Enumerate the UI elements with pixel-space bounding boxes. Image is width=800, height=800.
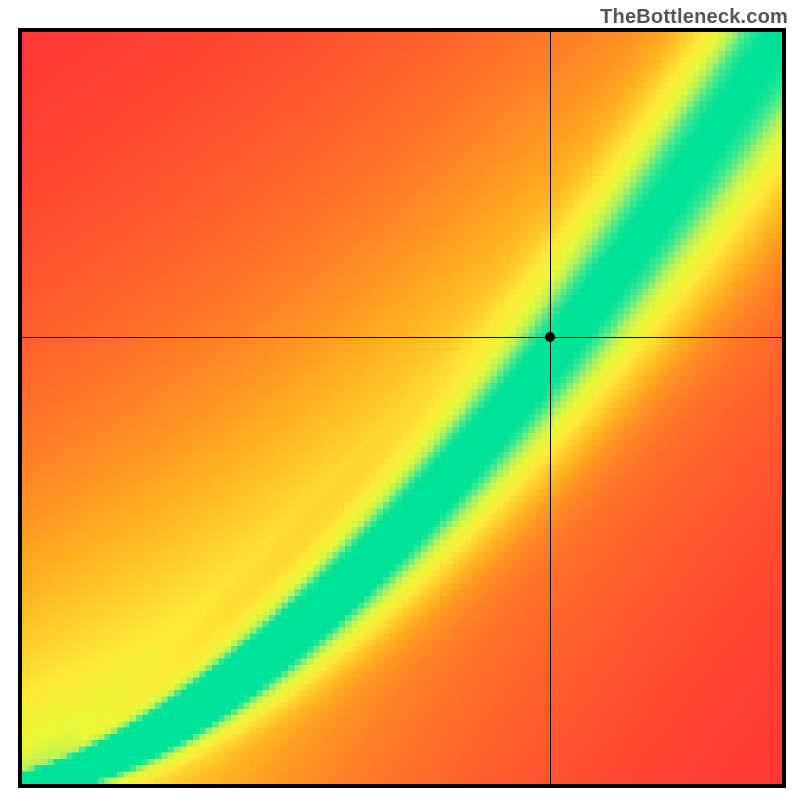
crosshair-marker (545, 332, 555, 342)
heatmap-canvas (22, 32, 782, 784)
crosshair-horizontal (22, 337, 782, 338)
crosshair-vertical (550, 32, 551, 784)
heatmap-plot-frame (18, 28, 786, 788)
root-container: TheBottleneck.com (0, 0, 800, 800)
watermark-text: TheBottleneck.com (600, 6, 788, 29)
